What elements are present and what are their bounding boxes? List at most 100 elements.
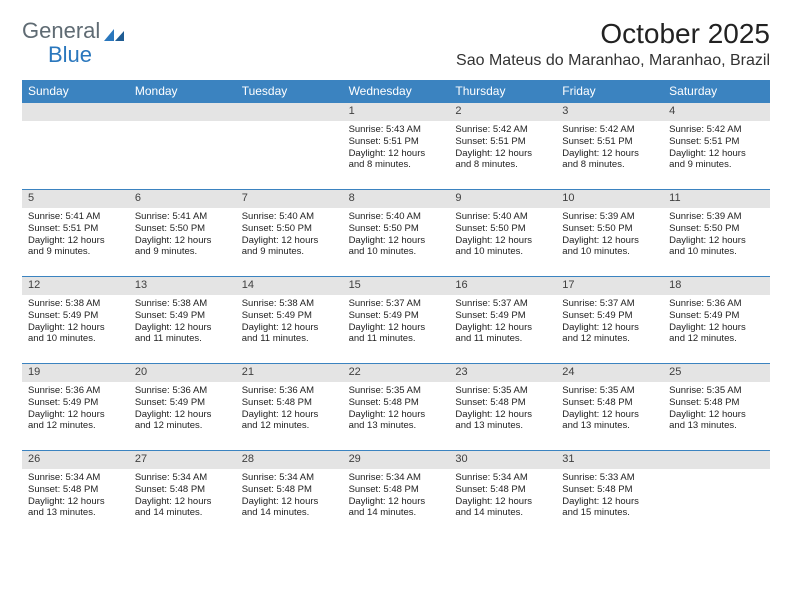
- day-body: Sunrise: 5:42 AMSunset: 5:51 PMDaylight:…: [556, 121, 663, 176]
- day-number: 21: [236, 364, 343, 382]
- day-sunset: Sunset: 5:50 PM: [455, 223, 550, 235]
- day-number: 16: [449, 277, 556, 295]
- day-d2: and 12 minutes.: [135, 420, 230, 432]
- day-sunset: Sunset: 5:48 PM: [562, 397, 657, 409]
- day-number: [236, 103, 343, 121]
- day-d2: and 11 minutes.: [349, 333, 444, 345]
- day-sunrise: Sunrise: 5:35 AM: [562, 385, 657, 397]
- day-number: 6: [129, 190, 236, 208]
- day-sunset: Sunset: 5:50 PM: [135, 223, 230, 235]
- day-d2: and 14 minutes.: [455, 507, 550, 519]
- day-sunrise: Sunrise: 5:40 AM: [242, 211, 337, 223]
- day-cell: [663, 451, 770, 537]
- day-d2: and 11 minutes.: [455, 333, 550, 345]
- day-number: 28: [236, 451, 343, 469]
- day-sunset: Sunset: 5:50 PM: [669, 223, 764, 235]
- day-d1: Daylight: 12 hours: [455, 409, 550, 421]
- day-d1: Daylight: 12 hours: [135, 322, 230, 334]
- logo-text-general: General: [22, 18, 100, 44]
- day-sunset: Sunset: 5:49 PM: [28, 310, 123, 322]
- day-cell: 26Sunrise: 5:34 AMSunset: 5:48 PMDayligh…: [22, 451, 129, 537]
- day-sunrise: Sunrise: 5:40 AM: [349, 211, 444, 223]
- day-sunrise: Sunrise: 5:38 AM: [135, 298, 230, 310]
- day-sunrise: Sunrise: 5:37 AM: [455, 298, 550, 310]
- day-body: Sunrise: 5:43 AMSunset: 5:51 PMDaylight:…: [343, 121, 450, 176]
- sail-icon: [103, 23, 125, 39]
- day-number: 5: [22, 190, 129, 208]
- day-number: 12: [22, 277, 129, 295]
- day-sunset: Sunset: 5:49 PM: [135, 310, 230, 322]
- title-block: October 2025 Sao Mateus do Maranhao, Mar…: [456, 18, 770, 70]
- day-body: Sunrise: 5:40 AMSunset: 5:50 PMDaylight:…: [343, 208, 450, 263]
- day-d1: Daylight: 12 hours: [28, 322, 123, 334]
- dow-wednesday: Wednesday: [343, 80, 450, 102]
- day-body: Sunrise: 5:38 AMSunset: 5:49 PMDaylight:…: [236, 295, 343, 350]
- day-number: 9: [449, 190, 556, 208]
- day-body: Sunrise: 5:40 AMSunset: 5:50 PMDaylight:…: [236, 208, 343, 263]
- day-body: Sunrise: 5:36 AMSunset: 5:49 PMDaylight:…: [129, 382, 236, 437]
- day-d2: and 14 minutes.: [349, 507, 444, 519]
- day-number: 30: [449, 451, 556, 469]
- day-body: Sunrise: 5:37 AMSunset: 5:49 PMDaylight:…: [343, 295, 450, 350]
- day-cell: 4Sunrise: 5:42 AMSunset: 5:51 PMDaylight…: [663, 103, 770, 189]
- weeks-container: 1Sunrise: 5:43 AMSunset: 5:51 PMDaylight…: [22, 102, 770, 537]
- day-sunset: Sunset: 5:48 PM: [242, 484, 337, 496]
- day-number: 2: [449, 103, 556, 121]
- day-d1: Daylight: 12 hours: [135, 235, 230, 247]
- day-d2: and 14 minutes.: [242, 507, 337, 519]
- day-d1: Daylight: 12 hours: [135, 409, 230, 421]
- day-number: 25: [663, 364, 770, 382]
- day-number: 29: [343, 451, 450, 469]
- day-d1: Daylight: 12 hours: [455, 235, 550, 247]
- day-body: Sunrise: 5:42 AMSunset: 5:51 PMDaylight:…: [663, 121, 770, 176]
- day-d2: and 9 minutes.: [28, 246, 123, 258]
- day-number: 23: [449, 364, 556, 382]
- day-sunset: Sunset: 5:51 PM: [562, 136, 657, 148]
- day-number: 3: [556, 103, 663, 121]
- day-sunset: Sunset: 5:48 PM: [669, 397, 764, 409]
- day-body: Sunrise: 5:36 AMSunset: 5:48 PMDaylight:…: [236, 382, 343, 437]
- day-d2: and 10 minutes.: [455, 246, 550, 258]
- day-body: Sunrise: 5:41 AMSunset: 5:50 PMDaylight:…: [129, 208, 236, 263]
- day-cell: 10Sunrise: 5:39 AMSunset: 5:50 PMDayligh…: [556, 190, 663, 276]
- dow-thursday: Thursday: [449, 80, 556, 102]
- day-number: 1: [343, 103, 450, 121]
- day-cell: 31Sunrise: 5:33 AMSunset: 5:48 PMDayligh…: [556, 451, 663, 537]
- day-d1: Daylight: 12 hours: [669, 409, 764, 421]
- day-number: 26: [22, 451, 129, 469]
- day-sunset: Sunset: 5:51 PM: [455, 136, 550, 148]
- day-body: Sunrise: 5:34 AMSunset: 5:48 PMDaylight:…: [449, 469, 556, 524]
- day-d2: and 11 minutes.: [135, 333, 230, 345]
- day-sunset: Sunset: 5:51 PM: [669, 136, 764, 148]
- day-sunset: Sunset: 5:48 PM: [455, 484, 550, 496]
- day-cell: 22Sunrise: 5:35 AMSunset: 5:48 PMDayligh…: [343, 364, 450, 450]
- day-sunrise: Sunrise: 5:33 AM: [562, 472, 657, 484]
- day-cell: 27Sunrise: 5:34 AMSunset: 5:48 PMDayligh…: [129, 451, 236, 537]
- week-row: 5Sunrise: 5:41 AMSunset: 5:51 PMDaylight…: [22, 189, 770, 276]
- day-sunset: Sunset: 5:51 PM: [28, 223, 123, 235]
- day-sunrise: Sunrise: 5:36 AM: [135, 385, 230, 397]
- day-sunset: Sunset: 5:50 PM: [349, 223, 444, 235]
- day-cell: [129, 103, 236, 189]
- day-cell: 14Sunrise: 5:38 AMSunset: 5:49 PMDayligh…: [236, 277, 343, 363]
- day-d2: and 8 minutes.: [349, 159, 444, 171]
- day-body: Sunrise: 5:34 AMSunset: 5:48 PMDaylight:…: [236, 469, 343, 524]
- day-d1: Daylight: 12 hours: [562, 496, 657, 508]
- day-sunrise: Sunrise: 5:36 AM: [242, 385, 337, 397]
- day-cell: 15Sunrise: 5:37 AMSunset: 5:49 PMDayligh…: [343, 277, 450, 363]
- day-number: 8: [343, 190, 450, 208]
- day-body: Sunrise: 5:38 AMSunset: 5:49 PMDaylight:…: [22, 295, 129, 350]
- day-cell: 18Sunrise: 5:36 AMSunset: 5:49 PMDayligh…: [663, 277, 770, 363]
- day-body: Sunrise: 5:35 AMSunset: 5:48 PMDaylight:…: [449, 382, 556, 437]
- dow-tuesday: Tuesday: [236, 80, 343, 102]
- day-cell: 13Sunrise: 5:38 AMSunset: 5:49 PMDayligh…: [129, 277, 236, 363]
- day-cell: 5Sunrise: 5:41 AMSunset: 5:51 PMDaylight…: [22, 190, 129, 276]
- day-d1: Daylight: 12 hours: [242, 235, 337, 247]
- calendar: Sunday Monday Tuesday Wednesday Thursday…: [22, 80, 770, 537]
- day-d2: and 13 minutes.: [455, 420, 550, 432]
- day-body: Sunrise: 5:36 AMSunset: 5:49 PMDaylight:…: [22, 382, 129, 437]
- day-cell: 3Sunrise: 5:42 AMSunset: 5:51 PMDaylight…: [556, 103, 663, 189]
- day-sunrise: Sunrise: 5:35 AM: [669, 385, 764, 397]
- day-d2: and 11 minutes.: [242, 333, 337, 345]
- day-d2: and 10 minutes.: [28, 333, 123, 345]
